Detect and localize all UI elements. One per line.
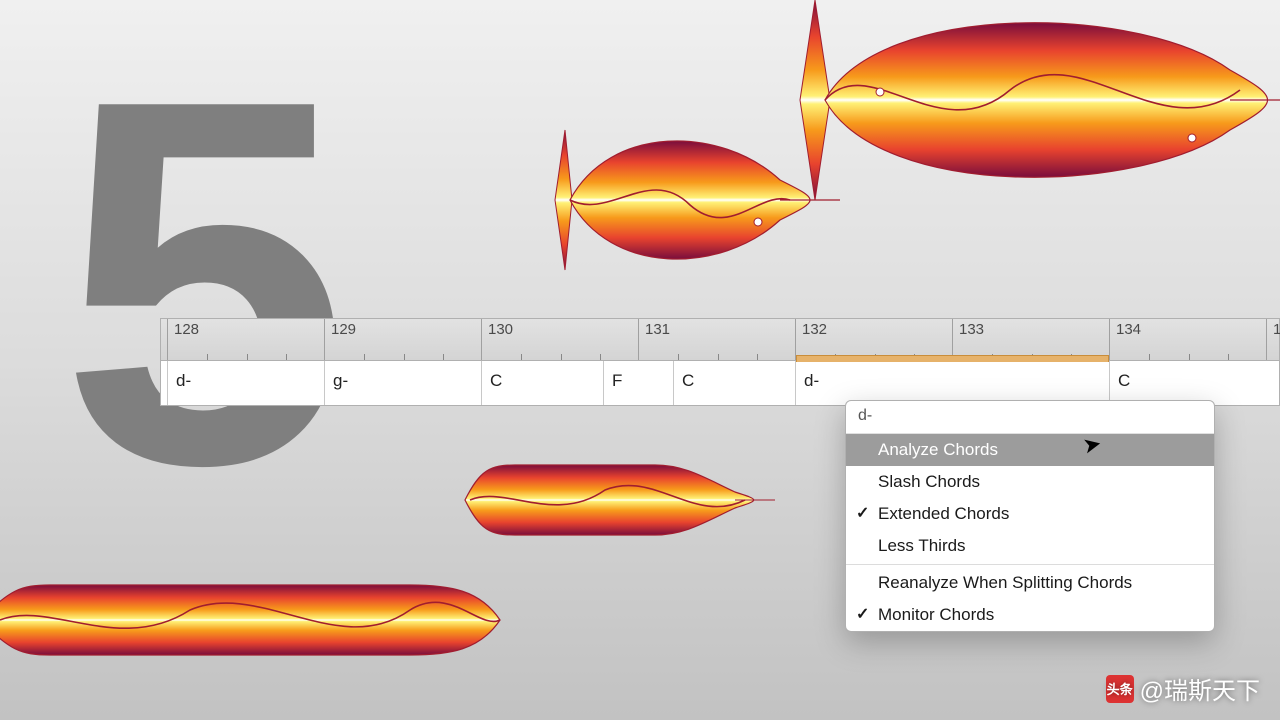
ruler-bar[interactable]: 133: [952, 319, 1109, 360]
chord-cell[interactable]: C: [1109, 361, 1280, 405]
ruler-bar[interactable]: 130: [481, 319, 638, 360]
menu-item[interactable]: Monitor Chords: [846, 599, 1214, 631]
menu-item[interactable]: Slash Chords: [846, 466, 1214, 498]
chord-cell[interactable]: d-: [167, 361, 324, 405]
menu-item[interactable]: Analyze Chords: [846, 434, 1214, 466]
chord-context-menu: d- Analyze ChordsSlash ChordsExtended Ch…: [845, 400, 1215, 632]
menu-chord-label: d-: [846, 401, 1214, 434]
timeline-panel: 12812913013113213313413 d-g-CFCd-C: [160, 318, 1280, 406]
ruler-bar[interactable]: 128: [167, 319, 324, 360]
ruler-bar[interactable]: 13: [1266, 319, 1280, 360]
menu-item[interactable]: Reanalyze When Splitting Chords: [846, 567, 1214, 599]
ruler-bar[interactable]: 134: [1109, 319, 1266, 360]
menu-item[interactable]: Less Thirds: [846, 530, 1214, 562]
chord-cell[interactable]: d-: [795, 361, 1109, 405]
version-number: 5: [60, 80, 329, 486]
bar-ruler[interactable]: 12812913013113213313413: [161, 319, 1279, 361]
watermark-logo-icon: 头条: [1106, 675, 1134, 703]
chord-cell[interactable]: F: [603, 361, 673, 405]
audio-blob-2: [760, 0, 1280, 230]
menu-item[interactable]: Extended Chords: [846, 498, 1214, 530]
watermark: 头条 @瑞斯天下: [1106, 671, 1260, 706]
audio-blob-3: [0, 540, 520, 700]
chord-track[interactable]: d-g-CFCd-C: [161, 361, 1279, 405]
ruler-bar[interactable]: 131: [638, 319, 795, 360]
ruler-bar[interactable]: 129: [324, 319, 481, 360]
chord-cell[interactable]: g-: [324, 361, 481, 405]
chord-cell[interactable]: C: [481, 361, 603, 405]
audio-blob-4: [455, 430, 775, 570]
audio-blob-1: [440, 70, 850, 330]
ruler-bar[interactable]: 132: [795, 319, 952, 360]
watermark-text: @瑞斯天下: [1140, 671, 1260, 706]
chord-cell[interactable]: C: [673, 361, 795, 405]
menu-separator: [846, 564, 1214, 565]
